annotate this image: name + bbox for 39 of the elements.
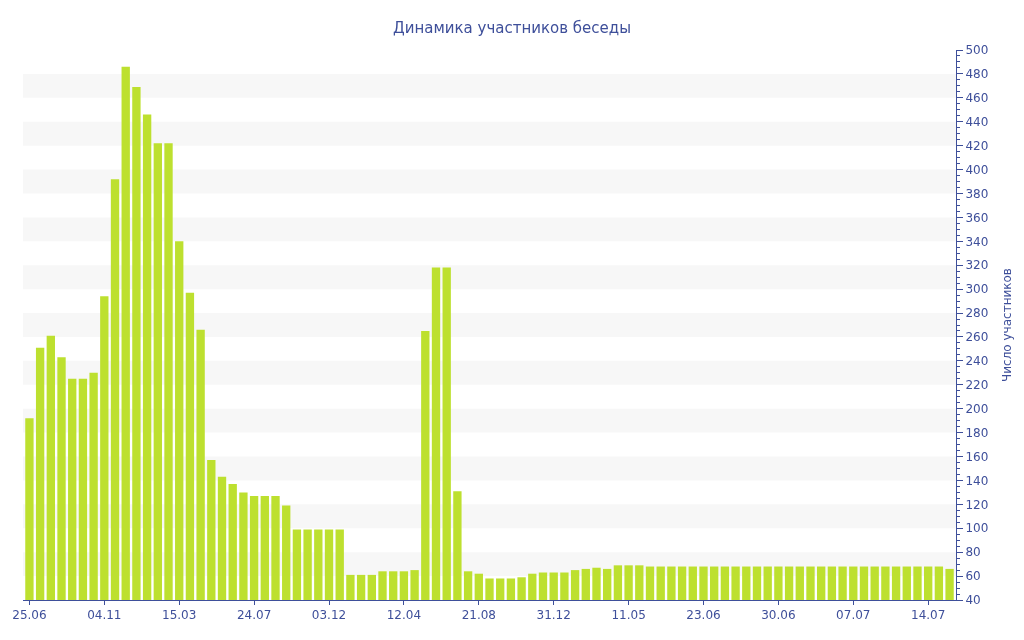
y-tick-label: 220 — [965, 377, 989, 392]
y-tick-label: 180 — [965, 425, 989, 440]
x-tick-label: 15.03 — [162, 608, 197, 623]
x-tick-label: 14.07 — [911, 608, 946, 623]
x-tick-label: 03.12 — [311, 608, 347, 623]
x-tick-label: 25.06 — [12, 608, 47, 623]
y-tick-label: 100 — [965, 521, 989, 536]
y-tick-label: 280 — [965, 306, 989, 321]
y-tick-label: 440 — [965, 114, 989, 129]
y-tick-label: 120 — [965, 497, 989, 512]
y-tick-label: 480 — [965, 67, 989, 82]
y-tick-label: 60 — [965, 569, 981, 584]
y-tick-label: 200 — [965, 401, 989, 416]
y-tick-label: 500 — [965, 43, 989, 58]
y-tick-label: 420 — [965, 138, 989, 153]
y-tick-label: 460 — [965, 91, 989, 106]
x-tick-label: 24.07 — [236, 608, 272, 623]
y-tick-label: 40 — [965, 593, 981, 608]
x-tick-label: 21.08 — [461, 608, 496, 623]
x-tick-label: 04.11 — [87, 608, 122, 623]
y-tick-label: 380 — [965, 186, 989, 201]
x-tick-label: 30.06 — [761, 608, 796, 623]
x-tick-label: 31.12 — [536, 608, 571, 623]
y-tick-label: 240 — [965, 354, 989, 369]
y-tick-label: 360 — [965, 210, 989, 225]
y-tick-label: 160 — [965, 449, 989, 464]
x-tick-label: 12.04 — [386, 608, 422, 623]
y-tick-label: 400 — [965, 162, 989, 177]
x-tick-label: 23.06 — [686, 608, 721, 623]
y-tick-label: 140 — [965, 473, 989, 488]
y-tick-label: 300 — [965, 282, 989, 297]
y-tick-label: 260 — [965, 330, 989, 345]
chart-title: Динамика участников беседы — [392, 18, 632, 37]
y-tick-label: 340 — [965, 234, 989, 249]
y-tick-label: 320 — [965, 258, 989, 273]
y-axis-title: Число участников — [1000, 268, 1015, 382]
y-tick-label: 80 — [965, 545, 981, 560]
x-tick-label: 07.07 — [836, 608, 871, 623]
x-tick-label: 11.05 — [611, 608, 646, 623]
